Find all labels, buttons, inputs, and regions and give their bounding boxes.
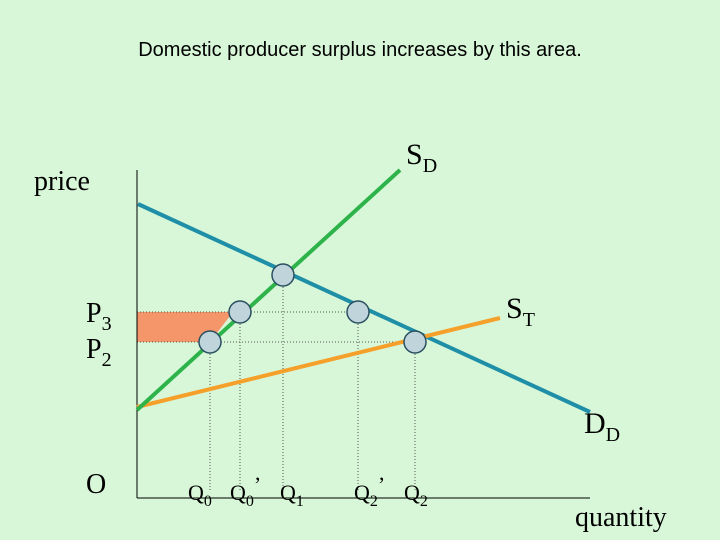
point-q0-prime [228,300,252,324]
x-axis-label: quantity [575,502,667,533]
q2-label: Q2 [404,480,428,510]
diagram-title: Domestic producer surplus increases by t… [138,39,582,61]
point-q0 [198,330,222,354]
q0-label: Q0 [188,480,212,510]
point-q2 [403,330,427,354]
q0-prime-label: Q0’ [230,472,261,510]
guide-lines [137,275,416,490]
p3-label: P3 [86,298,112,335]
domestic-demand-label: DD [584,407,620,446]
equilibrium-points [198,263,427,354]
q1-label: Q1 [280,480,304,510]
point-q2-prime [346,300,370,324]
point-q1 [271,263,295,287]
domestic-supply-label: SD [406,138,437,177]
p2-label: P2 [86,334,112,371]
domestic-supply-curve [135,168,402,412]
total-supply-label: ST [506,292,535,331]
total-supply-curve [136,316,501,409]
q2-prime-label: Q2’ [354,472,385,510]
y-axis-label: price [34,166,90,197]
origin-label: O [86,469,106,500]
